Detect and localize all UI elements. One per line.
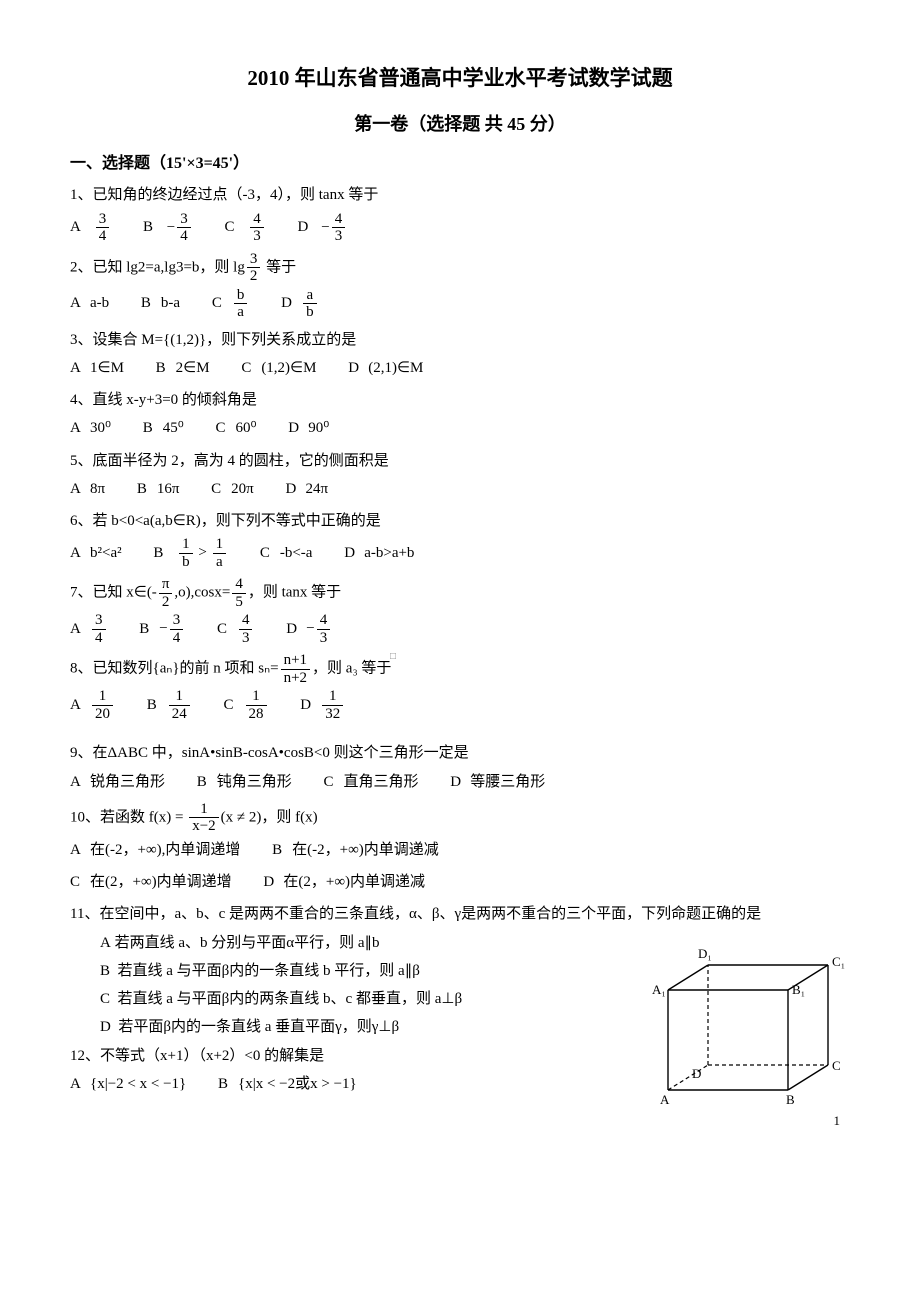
page-title: 2010 年山东省普通高中学业水平考试数学试题 [70,60,850,97]
cube-svg: A B C D A₁ B₁ C₁ D₁ [650,930,850,1114]
cube-figure: A B C D A₁ B₁ C₁ D₁ [650,930,850,1123]
section-heading: 一、选择题（15'×3=45'） [70,150,850,178]
q8-stem: 8、已知数列{aₙ}的前 n 项和 sₙ=n+1n+2，则 a₃ 等于 [70,652,850,686]
q8-options: A120 B124 C128 D132 [70,688,850,722]
q3-stem: 3、设集合 M={(1,2)}，则下列关系成立的是 [70,327,850,353]
cube-label-B1: B₁ [792,982,805,997]
q4-options: A30⁰ B45⁰ C60⁰ D90⁰ [70,415,850,441]
q5-stem: 5、底面半径为 2，高为 4 的圆柱，它的侧面积是 [70,448,850,474]
q10-options-row1: A在(-2，+∞),内单调递增 B在(-2，+∞)内单调递减 [70,837,850,863]
q7-stem: 7、已知 x∈(-π2,o),cosx=45，则 tanx 等于 [70,576,850,610]
cube-label-D: D [692,1066,701,1081]
cube-label-C1: C₁ [832,954,845,969]
q1-stem: 1、已知角的终边经过点（-3，4），则 tanx 等于 [70,182,850,208]
q10-options-row2: C在(2，+∞)内单调递增 D在(2，+∞)内单调递减 [70,869,850,895]
q9-stem: 9、在ΔABC 中，sinA•sinB-cosA•cosB<0 则这个三角形一定… [70,740,850,766]
q5-options: A8π B16π C20π D24π [70,476,850,502]
q3-options: A1∈M B2∈M C(1,2)∈M D(2,1)∈M [70,355,850,381]
q4-stem: 4、直线 x-y+3=0 的倾斜角是 [70,387,850,413]
subtitle: 第一卷（选择题 共 45 分） [70,109,850,141]
cube-label-A1: A₁ [652,982,666,997]
q7-options: A34 B−34 C43 D−43 [70,612,850,646]
q1-options: A 34 B −34 C 43 D −43 [70,211,850,245]
cube-label-A: A [660,1092,670,1107]
q6-stem: 6、若 b<0<a(a,b∈R)，则下列不等式中正确的是 [70,508,850,534]
q11-stem: 11、在空间中，a、b、c 是两两不重合的三条直线，α、β、γ是两两不重合的三个… [70,901,850,927]
q2-stem: 2、已知 lg2=a,lg3=b，则 lg32 等于 [70,251,850,285]
cube-label-D1: D₁ [698,946,712,961]
q6-options: Ab²<a² B 1b > 1a C-b<-a Da-b>a+b [70,536,850,570]
q9-options: A锐角三角形 B钝角三角形 C直角三角形 D等腰三角形 [70,769,850,795]
q2-options: Aa-b Bb-a Cba Dab [70,287,850,321]
cube-label-B: B [786,1092,795,1107]
watermark-icon: □ [390,648,396,666]
q10-stem: 10、若函数 f(x) = 1x−2(x ≠ 2)，则 f(x) [70,801,850,835]
page-number: 1 [834,1110,841,1133]
cube-label-C: C [832,1058,841,1073]
